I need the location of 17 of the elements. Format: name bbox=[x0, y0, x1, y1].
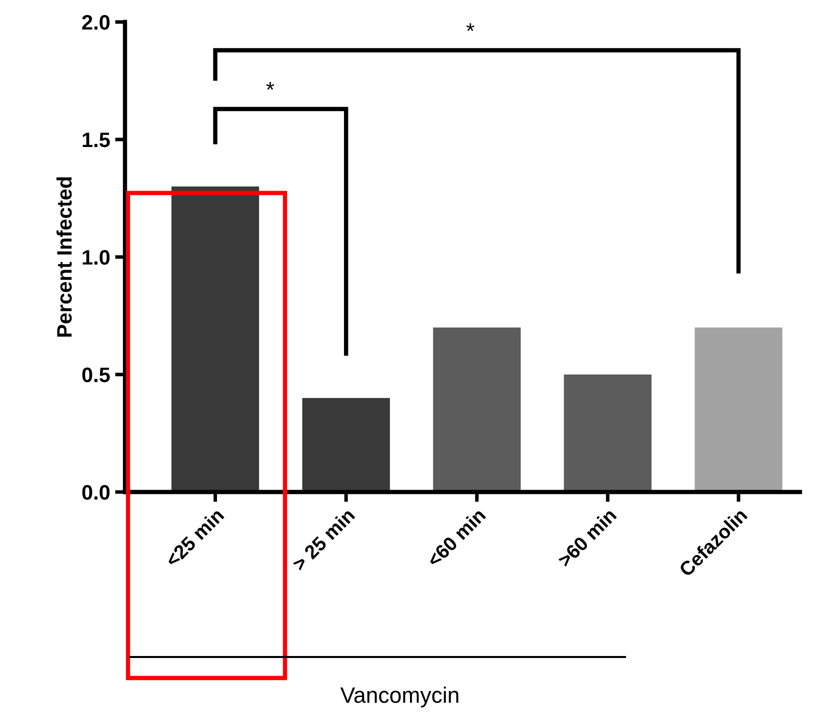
annotation: * bbox=[466, 23, 474, 32]
x-tick-label: <25 min bbox=[164, 507, 225, 568]
bar bbox=[433, 328, 521, 492]
x-tick-label: > 25 min bbox=[291, 507, 356, 572]
annotation: * bbox=[266, 82, 274, 90]
y-tick-label: 1.0 bbox=[82, 250, 110, 265]
x-tick-label: >60 min bbox=[556, 507, 617, 568]
x-tick-label: <60 min bbox=[426, 507, 486, 568]
y-tick-label: 0.5 bbox=[82, 368, 110, 382]
y-tick-label: 2.0 bbox=[82, 15, 110, 30]
bar bbox=[694, 328, 782, 492]
y-tick-label: 1.5 bbox=[82, 132, 110, 148]
bar bbox=[302, 398, 390, 492]
bar bbox=[564, 374, 652, 492]
y-tick-label: 0.0 bbox=[82, 485, 110, 500]
text: Vancomycin bbox=[340, 686, 458, 708]
y-axis-title: Percent Infected bbox=[56, 177, 72, 337]
